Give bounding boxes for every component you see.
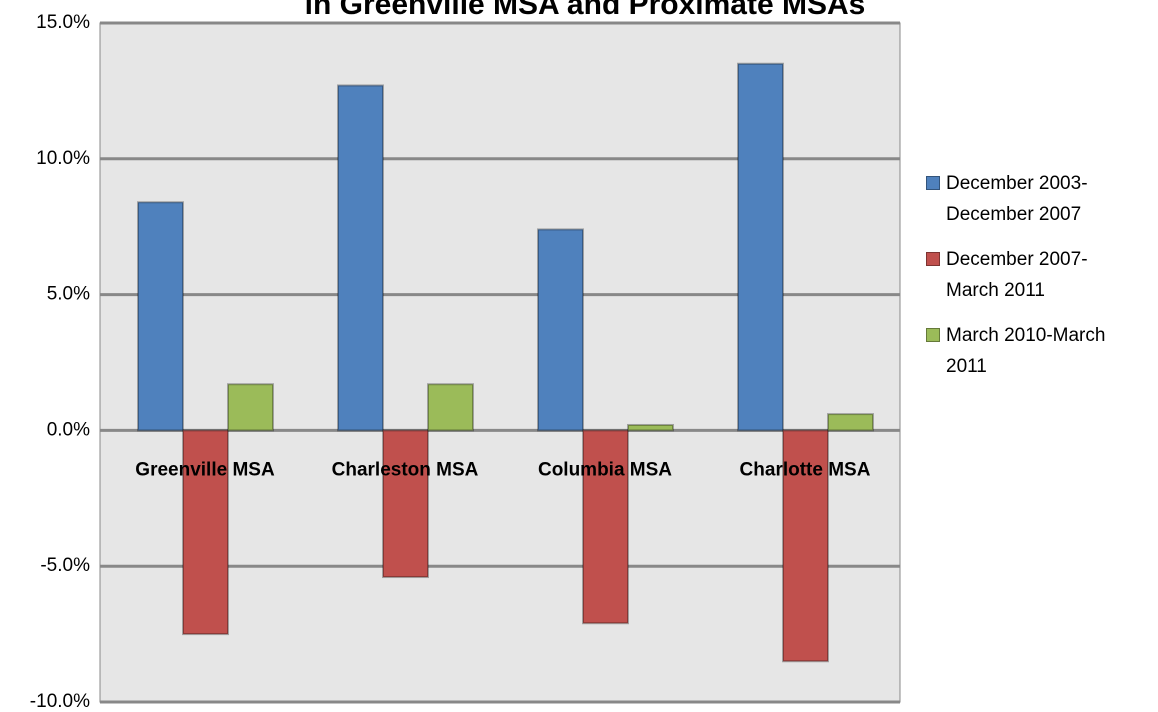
legend-swatch <box>926 176 940 190</box>
legend-label: December 2003-December 2007 <box>946 173 1088 225</box>
bar <box>227 383 274 432</box>
legend-label: March 2010-March 2011 <box>946 325 1106 377</box>
bar <box>382 429 429 579</box>
bar <box>627 423 674 432</box>
x-tick-label: Columbia MSA <box>538 459 672 480</box>
bar <box>182 429 229 636</box>
bar <box>827 413 874 432</box>
y-tick-label: 5.0% <box>47 284 90 305</box>
legend-item: December 2003-December 2007 <box>926 168 1136 230</box>
y-tick-label: -5.0% <box>40 555 90 576</box>
bar <box>337 84 384 432</box>
bar <box>137 201 184 432</box>
x-tick-label: Charlotte MSA <box>740 459 871 480</box>
legend-swatch <box>926 328 940 342</box>
y-tick-label: 15.0% <box>36 12 90 33</box>
bar <box>427 383 474 432</box>
y-tick-label: 10.0% <box>36 148 90 169</box>
bar <box>737 62 784 432</box>
legend: December 2003-December 2007 December 2007… <box>926 168 1136 396</box>
legend-item: March 2010-March 2011 <box>926 320 1136 382</box>
y-tick-label: -10.0% <box>30 691 90 712</box>
bar <box>537 228 584 432</box>
legend-label: December 2007-March 2011 <box>946 249 1088 301</box>
legend-item: December 2007-March 2011 <box>926 244 1136 306</box>
bar <box>782 429 829 663</box>
legend-swatch <box>926 252 940 266</box>
x-tick-label: Greenville MSA <box>135 459 275 480</box>
bar <box>582 429 629 625</box>
y-tick-label: 0.0% <box>47 419 90 440</box>
x-tick-label: Charleston MSA <box>332 459 479 480</box>
chart-title: in Greenville MSA and Proximate MSAs <box>305 0 866 21</box>
